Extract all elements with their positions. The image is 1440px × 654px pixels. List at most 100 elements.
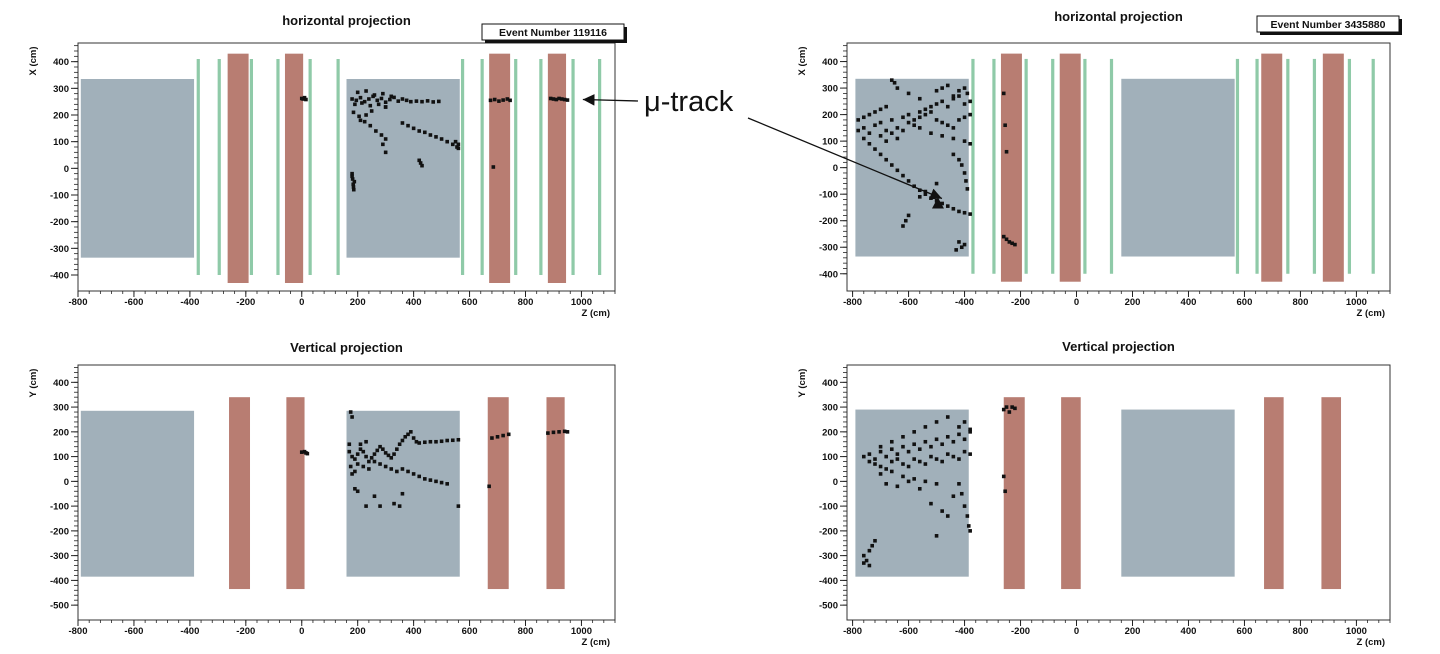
hit-point — [353, 102, 357, 107]
hit-point — [923, 107, 928, 112]
hit-point — [934, 437, 939, 442]
hit-point — [353, 457, 357, 461]
x-tick-label: -600 — [124, 626, 143, 637]
hit-point — [917, 115, 922, 120]
hit-point — [884, 104, 888, 109]
hit-point — [383, 150, 388, 155]
hit-point — [968, 529, 972, 533]
hit-point — [901, 462, 905, 466]
x-tick-label: -800 — [843, 626, 862, 637]
hit-point — [889, 78, 894, 82]
hit-point — [505, 97, 510, 101]
hit-point — [414, 99, 419, 103]
hit-point — [906, 179, 911, 183]
hit-point — [923, 439, 928, 444]
y-axis-label: Y (cm) — [797, 369, 808, 398]
hit-point — [350, 454, 354, 459]
hit-point — [957, 482, 961, 486]
hit-point — [397, 504, 402, 508]
hit-point — [889, 447, 894, 451]
hit-point — [305, 451, 310, 456]
hit-point — [383, 451, 388, 455]
hit-point — [917, 447, 922, 451]
panel-3: Vertical projection -800 -600 -400 -200 0 200 4… — [28, 340, 616, 648]
hit-point — [884, 467, 888, 471]
tracker-plane — [514, 59, 518, 275]
y-tick-label: -400 — [50, 576, 69, 587]
hit-point — [962, 420, 967, 424]
y-tick-label: -400 — [819, 576, 838, 587]
hit-point — [962, 437, 967, 442]
hit-point — [867, 459, 872, 464]
hit-point — [455, 145, 459, 149]
x-tick-label: -800 — [843, 297, 862, 308]
hit-point — [381, 91, 385, 96]
hit-point — [351, 185, 356, 189]
x-tick-label: 0 — [299, 626, 304, 637]
hit-point — [546, 431, 550, 435]
x-axis-label: Z (cm) — [582, 637, 611, 648]
hit-point — [358, 95, 363, 100]
hit-point — [957, 118, 961, 122]
hit-point — [878, 472, 883, 476]
hit-point — [299, 450, 304, 454]
hit-point — [406, 469, 410, 474]
hit-point — [856, 128, 860, 133]
hit-point — [962, 86, 967, 90]
hit-point — [895, 126, 900, 130]
hit-point — [861, 553, 866, 558]
hit-point — [1013, 242, 1017, 247]
y-axis-label: X (cm) — [28, 46, 39, 75]
hit-point — [420, 99, 424, 104]
hit-point — [934, 181, 939, 186]
tracker-plane — [1255, 58, 1259, 274]
hit-point — [878, 464, 883, 469]
hit-point — [968, 112, 972, 117]
hit-point — [417, 474, 422, 479]
y-tick-label: 400 — [53, 57, 69, 68]
hit-point — [873, 110, 877, 114]
iron-target-block — [80, 410, 195, 577]
hit-point — [965, 187, 970, 191]
hit-point — [951, 94, 956, 98]
hit-point — [1010, 405, 1014, 409]
hit-point — [895, 457, 900, 461]
hit-point — [945, 452, 950, 456]
hit-point — [889, 459, 894, 464]
x-tick-label: 1000 — [571, 297, 592, 308]
hit-point — [962, 242, 967, 247]
hit-point — [379, 133, 384, 137]
tracker-plane — [539, 59, 543, 275]
hit-point — [456, 504, 461, 508]
hit-point — [906, 112, 911, 117]
hit-point — [962, 171, 967, 175]
hit-point — [355, 489, 360, 494]
hit-point — [487, 484, 491, 489]
hit-point — [1003, 123, 1007, 128]
hit-point — [439, 480, 444, 485]
hit-point — [923, 479, 928, 484]
hit-point — [372, 452, 377, 456]
hit-point — [389, 456, 394, 460]
hit-point — [906, 479, 911, 484]
hit-point — [951, 126, 956, 130]
y-tick-label: -500 — [50, 601, 69, 612]
hit-point — [929, 501, 933, 506]
hit-point — [968, 212, 972, 216]
hit-point — [400, 97, 405, 101]
hit-point — [379, 96, 384, 101]
hit-point — [372, 494, 377, 499]
x-axis-label: Z (cm) — [1357, 308, 1386, 319]
hit-point — [962, 210, 967, 215]
y-tick-label: 300 — [822, 403, 838, 414]
hit-point — [434, 439, 438, 444]
iron-target-block — [855, 78, 969, 257]
tracker-plane — [196, 59, 200, 275]
x-tick-label: -600 — [899, 626, 918, 637]
hit-point — [358, 118, 363, 123]
hit-point — [355, 462, 360, 466]
panel-title: horizontal projection — [1054, 9, 1183, 24]
hit-point — [912, 442, 916, 447]
rpc-slab — [1059, 53, 1081, 282]
hit-point — [501, 98, 505, 102]
